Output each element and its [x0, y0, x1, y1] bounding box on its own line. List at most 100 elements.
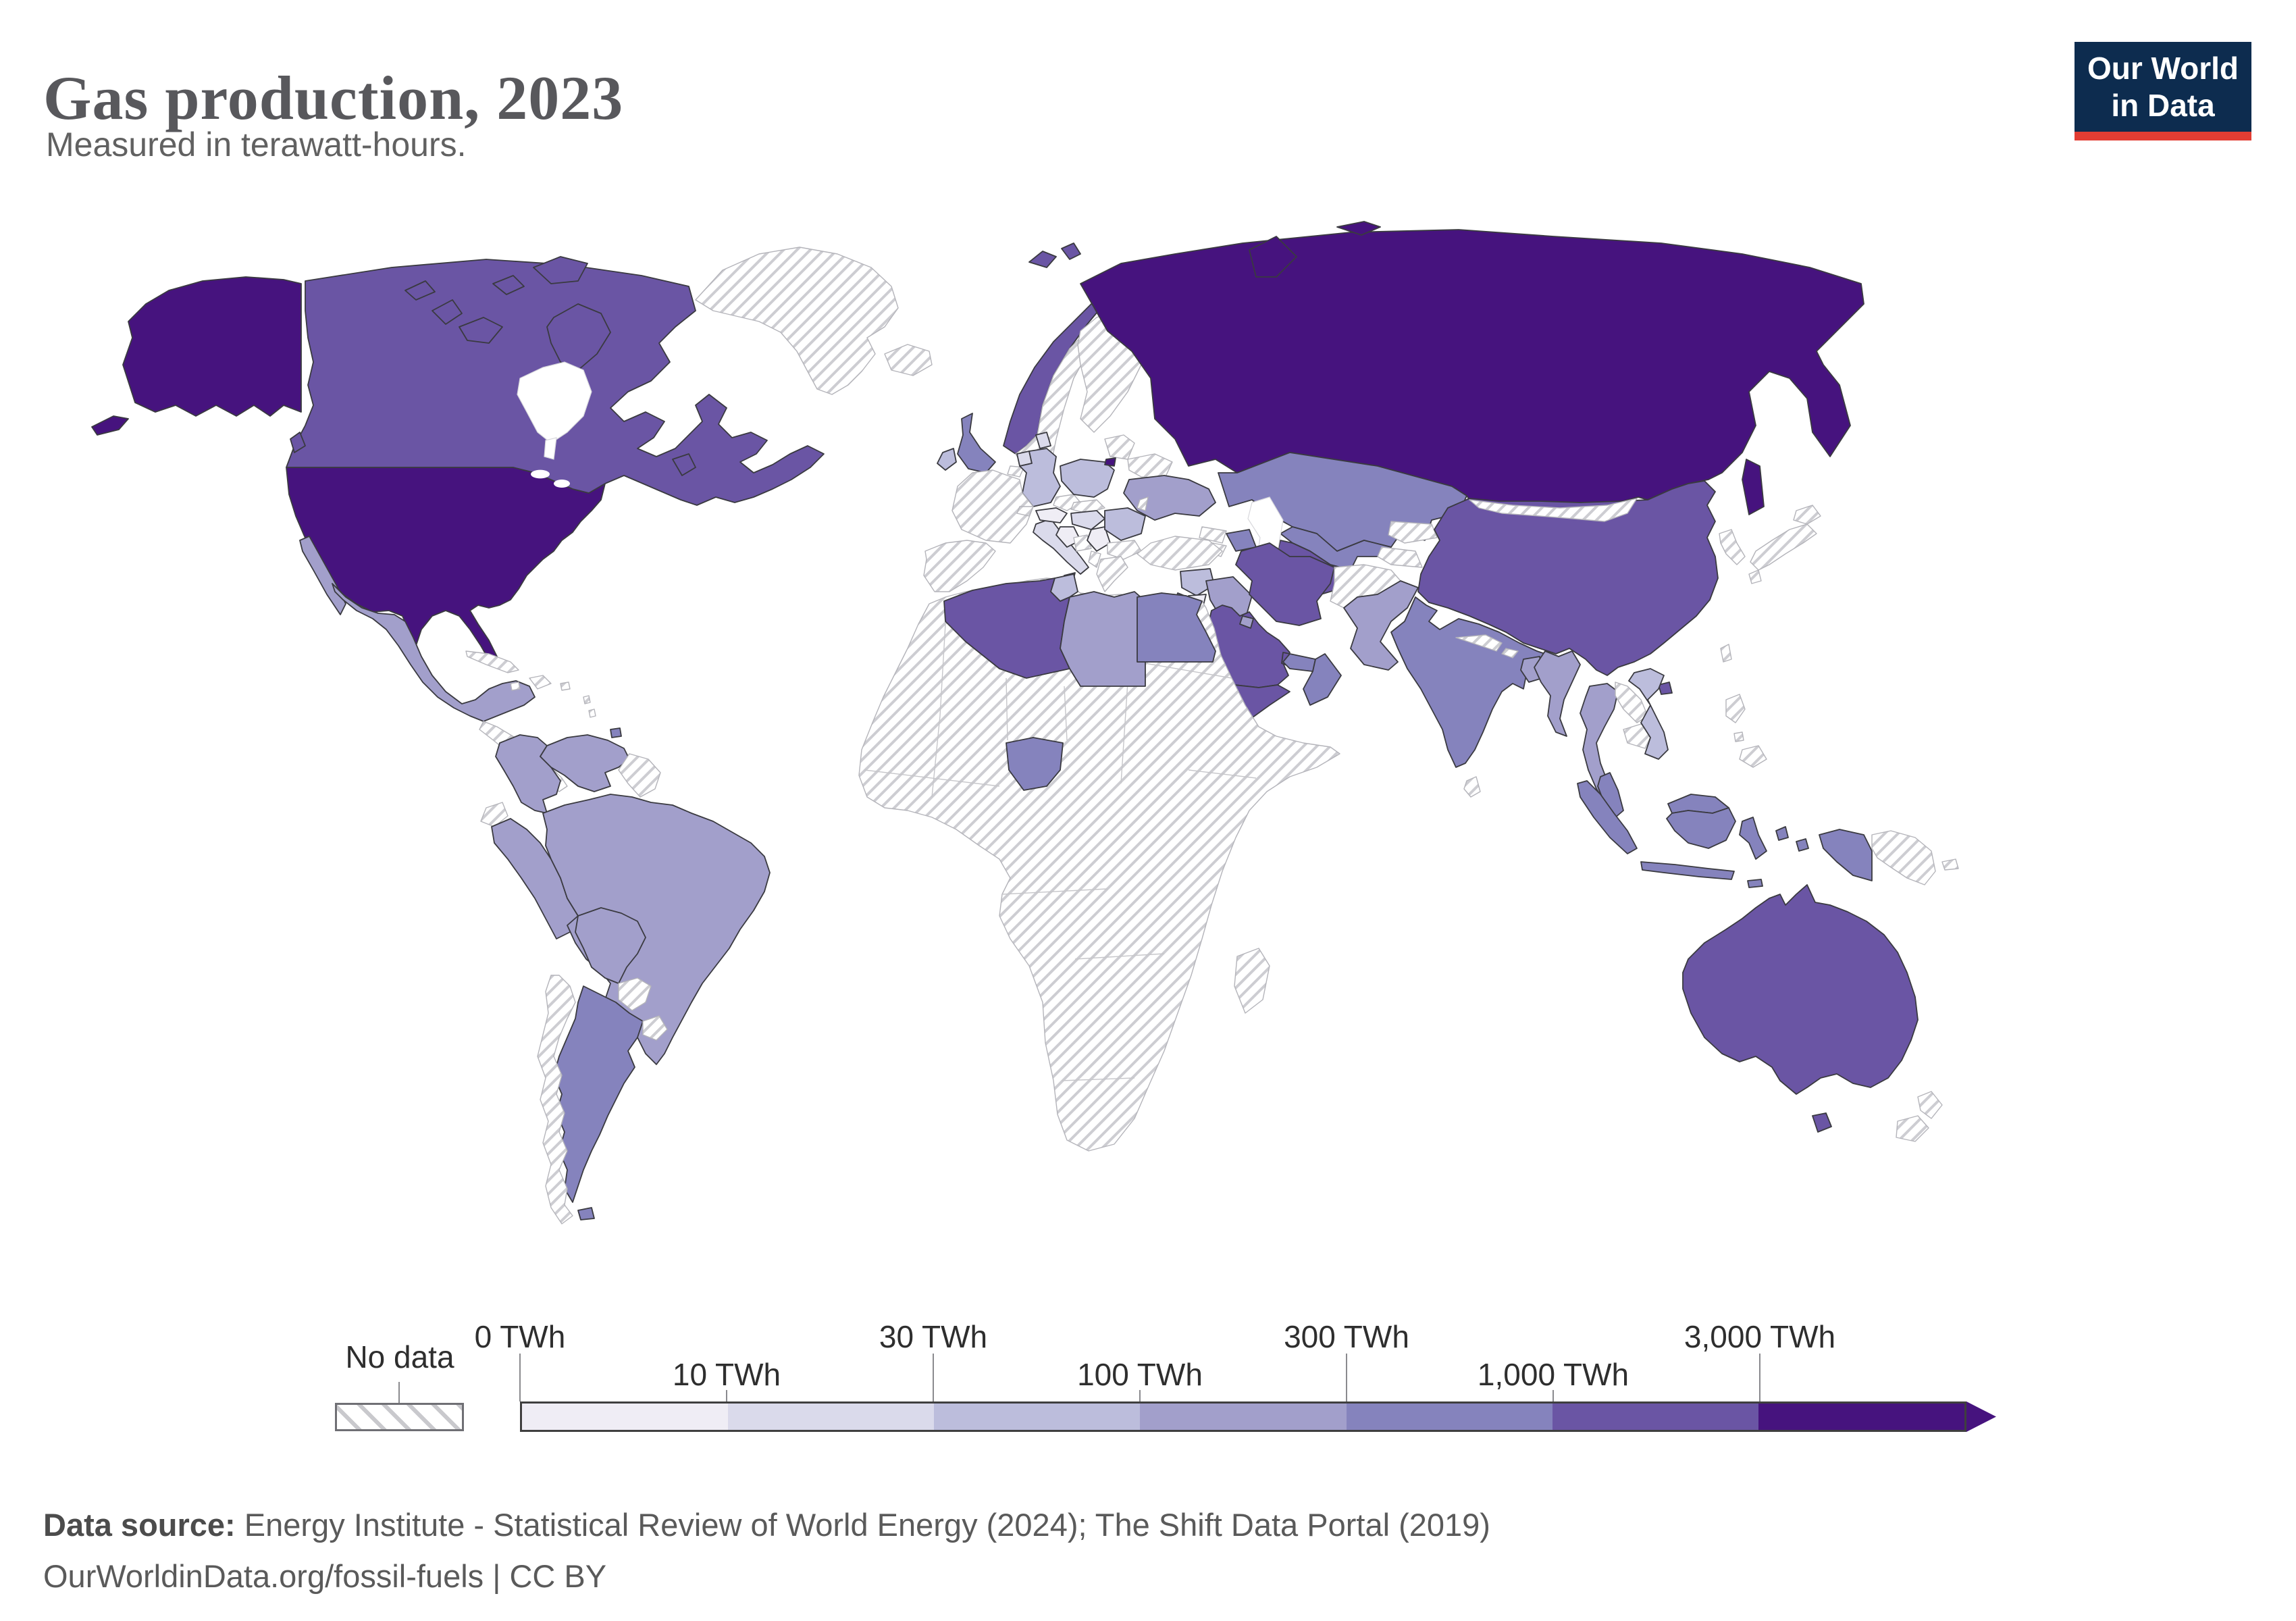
- country-sri-lanka[interactable]: [1463, 776, 1481, 798]
- country-brazil[interactable]: [542, 794, 771, 1065]
- country-nigeria[interactable]: [1006, 737, 1064, 791]
- country-trinidad[interactable]: [610, 727, 622, 738]
- legend-bin[interactable]: [728, 1404, 935, 1430]
- country-greenland[interactable]: [695, 247, 899, 395]
- country-iceland[interactable]: [884, 344, 933, 376]
- country-myanmar[interactable]: [1534, 650, 1581, 737]
- country-png[interactable]: [1871, 830, 1959, 885]
- footer-source-label: Data source:: [43, 1507, 236, 1543]
- country-georgia[interactable]: [1199, 526, 1227, 544]
- legend-tick-line: [1759, 1354, 1760, 1401]
- country-korea[interactable]: [1719, 529, 1746, 565]
- legend-tick-label: 1,000 TWh: [1477, 1357, 1629, 1392]
- country-uae[interactable]: [1282, 653, 1316, 672]
- country-tajikistan[interactable]: [1377, 546, 1423, 568]
- country-germany[interactable]: [1019, 448, 1061, 507]
- country-norway[interactable]: [1003, 242, 1115, 455]
- footer: Data source: Energy Institute - Statisti…: [43, 1499, 1490, 1602]
- country-cuba[interactable]: [465, 650, 519, 673]
- legend-bin[interactable]: [934, 1404, 1141, 1430]
- country-austria[interactable]: [1035, 507, 1068, 523]
- africa-internal-borders: [864, 623, 1257, 1081]
- country-libya[interactable]: [1060, 591, 1146, 687]
- country-egypt[interactable]: [1137, 592, 1216, 663]
- country-pakistan[interactable]: [1343, 580, 1419, 671]
- country-baltics[interactable]: [1104, 434, 1135, 460]
- country-africa-nodata[interactable]: [858, 577, 1340, 1152]
- country-madagascar[interactable]: [1234, 948, 1270, 1014]
- legend-tick-line: [933, 1354, 934, 1401]
- legend-scale-arrow: [1966, 1401, 1996, 1432]
- legend-tick-line: [1553, 1390, 1554, 1401]
- country-china[interactable]: [1417, 480, 1719, 695]
- country-indonesia[interactable]: [1577, 780, 1873, 888]
- country-hungary[interactable]: [1070, 510, 1105, 530]
- legend-bin[interactable]: [1758, 1404, 1964, 1430]
- country-belgium[interactable]: [1007, 465, 1024, 478]
- country-hispaniola[interactable]: [529, 675, 552, 690]
- great-lakes: [531, 469, 550, 479]
- james-bay: [544, 437, 557, 460]
- country-bulgaria[interactable]: [1107, 540, 1142, 560]
- owid-logo[interactable]: Our World in Data: [2075, 42, 2251, 140]
- country-nepal[interactable]: [1455, 634, 1503, 652]
- country-mongolia[interactable]: [1469, 498, 1638, 522]
- country-romania[interactable]: [1104, 507, 1146, 541]
- country-australia[interactable]: [1682, 884, 1919, 1133]
- country-serbia[interactable]: [1087, 526, 1111, 552]
- country-kaliningrad[interactable]: [1104, 457, 1116, 467]
- country-ireland[interactable]: [937, 448, 957, 471]
- country-paraguay[interactable]: [618, 977, 652, 1011]
- legend-no-data-label: No data: [345, 1339, 454, 1374]
- legend-tick-line: [519, 1354, 521, 1401]
- legend-no-data-tick: [398, 1382, 400, 1403]
- country-venezuela[interactable]: [540, 734, 630, 792]
- legend-bin[interactable]: [1346, 1404, 1553, 1430]
- country-new-zealand[interactable]: [1896, 1091, 1943, 1142]
- country-vietnam[interactable]: [1628, 668, 1669, 760]
- country-uruguay[interactable]: [642, 1015, 668, 1041]
- legend-tick-label: 0 TWh: [474, 1319, 566, 1354]
- country-iberia[interactable]: [923, 540, 996, 592]
- country-syria[interactable]: [1180, 568, 1215, 596]
- country-taiwan[interactable]: [1720, 644, 1732, 663]
- country-greece[interactable]: [1096, 556, 1128, 592]
- legend-tick-label: 10 TWh: [672, 1357, 781, 1392]
- country-turkey[interactable]: [1137, 536, 1223, 571]
- country-ecuador[interactable]: [480, 802, 508, 827]
- legend-bin[interactable]: [1552, 1404, 1758, 1430]
- country-denmark[interactable]: [1035, 432, 1051, 449]
- country-bosnia[interactable]: [1073, 534, 1092, 552]
- country-kuwait[interactable]: [1239, 615, 1254, 629]
- country-caribbean[interactable]: [510, 681, 596, 718]
- country-philippines[interactable]: [1725, 694, 1767, 768]
- country-uk[interactable]: [957, 413, 996, 473]
- world-map: [0, 203, 2296, 1351]
- country-moldova[interactable]: [1137, 496, 1149, 511]
- country-albania[interactable]: [1088, 550, 1101, 568]
- country-poland[interactable]: [1060, 459, 1115, 498]
- country-bolivia[interactable]: [575, 907, 646, 984]
- country-bhutan[interactable]: [1501, 648, 1519, 659]
- footer-license-line[interactable]: OurWorldinData.org/fossil-fuels | CC BY: [43, 1558, 607, 1595]
- legend-bin[interactable]: [1140, 1404, 1347, 1430]
- legend-color-scale[interactable]: [520, 1401, 1966, 1432]
- country-mexico[interactable]: [299, 536, 536, 722]
- country-ukraine[interactable]: [1123, 475, 1216, 521]
- country-switzerland[interactable]: [1016, 506, 1034, 517]
- country-iran[interactable]: [1235, 542, 1335, 626]
- page-title: Gas production, 2023: [43, 63, 624, 132]
- great-lakes-2: [554, 480, 570, 488]
- legend-tick-label: 300 TWh: [1284, 1319, 1409, 1354]
- page-subtitle: Measured in terawatt-hours.: [46, 126, 467, 163]
- country-guyanas[interactable]: [618, 753, 661, 798]
- country-russia[interactable]: [1080, 221, 1864, 515]
- country-chile[interactable]: [537, 975, 576, 1225]
- country-oman[interactable]: [1303, 653, 1342, 706]
- legend-bin[interactable]: [522, 1404, 729, 1430]
- country-japan[interactable]: [1748, 505, 1821, 584]
- country-colombia[interactable]: [495, 734, 561, 814]
- country-usa[interactable]: [91, 276, 606, 665]
- country-kyrgyzstan[interactable]: [1388, 521, 1438, 544]
- country-india[interactable]: [1390, 596, 1554, 768]
